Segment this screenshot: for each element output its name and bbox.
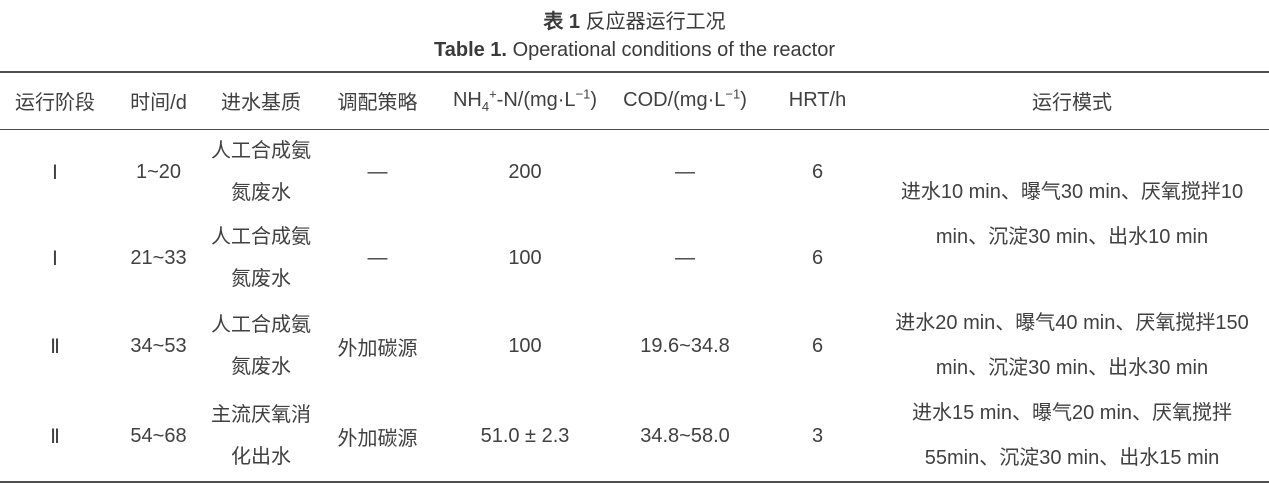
table-row: Ⅰ 1~20 人工合成氨 氮废水 — 200 — 6 进水10 min、曝气30… [0, 129, 1269, 248]
table-caption-en-label: Table 1. [434, 39, 507, 61]
cell-hrt: 6 [811, 246, 824, 269]
cell-mode: 进水20 min、曝气40 min、厌氧搅拌150 min、沉淀30 min、出… [895, 312, 1249, 379]
cell-substrate: 主流厌氧消 化出水 [211, 404, 311, 468]
cell-strategy: — [367, 160, 388, 183]
table-body: Ⅰ 1~20 人工合成氨 氮废水 — 200 — 6 进水10 min、曝气30… [0, 129, 1269, 482]
cell-cod: 34.8~58.0 [640, 424, 730, 447]
cell-nh4: 100 [508, 246, 542, 269]
header-substrate: 进水基质 [221, 92, 301, 115]
cell-strategy: — [367, 246, 388, 269]
table-caption-en-text: Operational conditions of the reactor [512, 39, 835, 61]
table-caption-zh-label: 表 1 [543, 11, 581, 33]
cell-phase: Ⅰ [52, 161, 58, 184]
cell-time: 54~68 [130, 424, 187, 447]
header-row: 运行阶段 时间/d 进水基质 调配策略 NH4+-N/(mg·L−1) COD/… [0, 72, 1269, 129]
cell-hrt: 3 [811, 424, 824, 447]
table-row: Ⅱ 54~68 主流厌氧消 化出水 外加碳源 51.0 ± 2.3 34.8~5… [0, 391, 1269, 482]
header-strategy: 调配策略 [337, 92, 418, 115]
cell-phase: Ⅱ [50, 335, 60, 358]
cell-mode: 进水15 min、曝气20 min、厌氧搅拌 55min、沉淀30 min、出水… [911, 402, 1233, 469]
cell-hrt: 6 [811, 334, 824, 357]
table-row: Ⅰ 21~33 人工合成氨 氮废水 — 100 — 6 [0, 215, 1269, 301]
table-caption-zh: 表 1 反应器运行工况 [0, 8, 1269, 36]
table-caption-zh-text: 反应器运行工况 [585, 11, 726, 33]
cell-strategy: 外加碳源 [337, 337, 418, 360]
cell-time: 34~53 [130, 334, 187, 357]
cell-substrate: 人工合成氨 氮废水 [211, 226, 311, 290]
cell-cod: 19.6~34.8 [640, 334, 730, 357]
cell-nh4: 51.0 ± 2.3 [480, 424, 570, 447]
cell-phase: Ⅱ [50, 425, 60, 448]
header-cod: COD/(mg·L−1) [623, 86, 747, 112]
cell-nh4: 100 [508, 334, 542, 357]
operational-conditions-table: 运行阶段 时间/d 进水基质 调配策略 NH4+-N/(mg·L−1) COD/… [0, 71, 1269, 483]
header-phase: 运行阶段 [15, 92, 95, 115]
cell-phase: Ⅰ [52, 247, 58, 270]
table-row: Ⅱ 34~53 人工合成氨 氮废水 外加碳源 100 19.6~34.8 6 进… [0, 301, 1269, 391]
cell-substrate: 人工合成氨 氮废水 [211, 314, 311, 378]
cell-hrt: 6 [811, 160, 824, 183]
header-hrt: HRT/h [788, 89, 847, 112]
cell-substrate: 人工合成氨 氮废水 [211, 140, 311, 205]
header-mode: 运行模式 [1032, 92, 1112, 115]
table-header: 运行阶段 时间/d 进水基质 调配策略 NH4+-N/(mg·L−1) COD/… [0, 72, 1269, 129]
cell-time: 21~33 [130, 246, 187, 269]
table-caption: 表 1 反应器运行工况 Table 1. Operational conditi… [0, 0, 1269, 64]
cell-mode: 进水10 min、曝气30 min、厌氧搅拌10 min、沉淀30 min、出水… [900, 181, 1244, 249]
cell-nh4: 200 [508, 160, 542, 183]
header-time: 时间/d [130, 92, 187, 115]
header-nh4: NH4+-N/(mg·L−1) [452, 86, 598, 115]
cell-cod: — [675, 160, 695, 183]
cell-time: 1~20 [135, 160, 182, 183]
cell-cod: — [675, 246, 695, 269]
cell-strategy: 外加碳源 [337, 427, 418, 450]
table-caption-en: Table 1. Operational conditions of the r… [0, 36, 1269, 64]
